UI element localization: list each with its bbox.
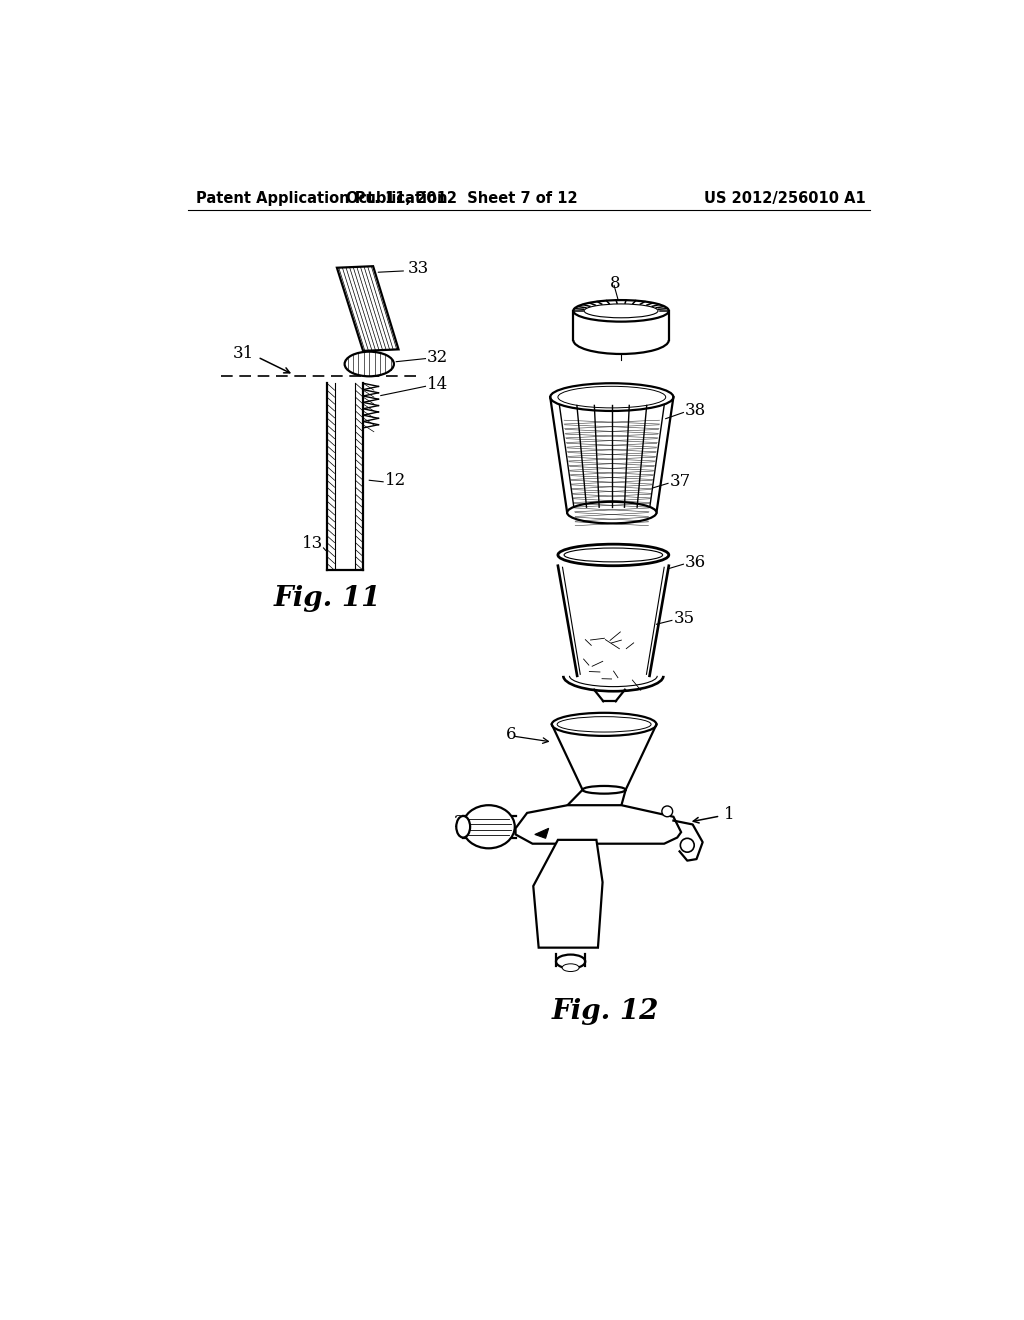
Text: 2: 2 [454,813,465,830]
Polygon shape [535,829,549,838]
Ellipse shape [567,502,656,523]
Text: 6: 6 [506,726,517,743]
Text: Fig. 11: Fig. 11 [273,585,381,612]
Text: Patent Application Publication: Patent Application Publication [196,191,447,206]
Ellipse shape [680,838,694,853]
Ellipse shape [557,717,651,733]
Ellipse shape [552,713,656,737]
Text: 35: 35 [674,610,694,627]
Ellipse shape [662,807,673,817]
Polygon shape [337,267,398,351]
Text: 13: 13 [301,535,323,552]
Ellipse shape [556,954,586,969]
Ellipse shape [564,548,663,562]
Text: Fig. 12: Fig. 12 [551,998,658,1026]
Text: 8: 8 [610,275,621,292]
Text: 33: 33 [408,260,429,277]
Ellipse shape [457,816,470,837]
Text: 14: 14 [427,375,449,392]
Text: 31: 31 [233,345,254,362]
Text: 37: 37 [670,474,691,490]
Text: 38: 38 [685,403,707,420]
Polygon shape [534,840,602,948]
Ellipse shape [558,387,666,408]
Text: 36: 36 [685,554,707,572]
Ellipse shape [562,964,580,972]
Text: US 2012/256010 A1: US 2012/256010 A1 [705,191,866,206]
Text: 1: 1 [724,807,734,822]
Ellipse shape [550,383,674,411]
Text: 32: 32 [427,348,449,366]
Ellipse shape [463,805,515,849]
Ellipse shape [584,304,658,318]
Text: Oct. 11, 2012  Sheet 7 of 12: Oct. 11, 2012 Sheet 7 of 12 [346,191,578,206]
Ellipse shape [573,300,669,322]
Ellipse shape [558,544,669,566]
Text: 12: 12 [385,471,406,488]
Ellipse shape [583,785,626,793]
Polygon shape [515,805,681,843]
Ellipse shape [345,351,394,376]
